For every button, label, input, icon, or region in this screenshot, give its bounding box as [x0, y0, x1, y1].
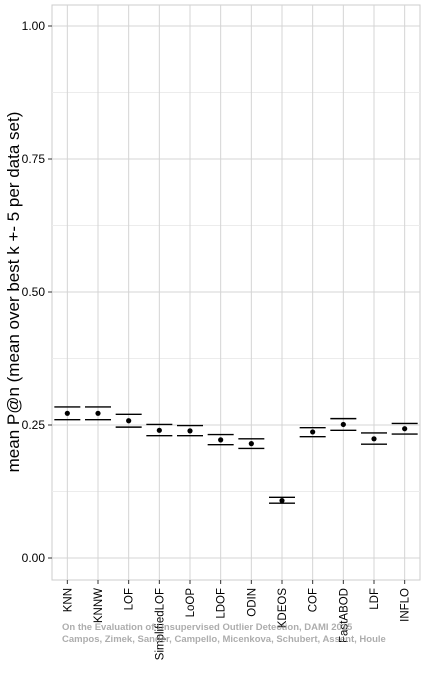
- mean-point: [402, 426, 408, 432]
- mean-point: [248, 441, 254, 447]
- mean-point: [371, 436, 377, 442]
- y-axis: 0.00 0.25 0.50 0.75 1.00: [22, 19, 52, 565]
- x-tick-label: KDEOS: [277, 588, 289, 629]
- x-tick-label: KNN: [62, 588, 74, 612]
- x-tick-label: SimplifiedLOF: [154, 588, 166, 660]
- mean-point: [340, 421, 346, 428]
- y-tick-label: 1.00: [22, 19, 46, 33]
- mean-point: [95, 410, 101, 416]
- watermark-line-1: On the Evaluation of Unsupervised Outlie…: [62, 622, 353, 633]
- x-tick-label: LDF: [369, 588, 381, 610]
- mean-point: [279, 497, 285, 504]
- mean-point: [156, 427, 162, 433]
- x-tick-label: LoOP: [185, 588, 197, 618]
- x-tick-label: COF: [308, 588, 320, 612]
- y-tick-label: 0.75: [22, 152, 46, 166]
- x-tick-label: ODIN: [246, 588, 258, 617]
- watermark-line-2: Campos, Zimek, Sander, Campello, Micenko…: [62, 634, 386, 645]
- y-axis-title: mean P@n (mean over best k +- 5 per data…: [4, 112, 23, 473]
- major-gridlines: [52, 5, 420, 580]
- x-tick-label: KNNW: [93, 588, 105, 623]
- x-tick-label: LOF: [124, 588, 136, 610]
- x-tick-label: FastABOD: [338, 588, 350, 643]
- mean-point: [187, 428, 193, 434]
- error-bars: [54, 406, 418, 504]
- mean-point: [218, 437, 224, 443]
- x-tick-label: LDOF: [216, 588, 228, 619]
- y-tick-label: 0.00: [22, 551, 46, 565]
- x-axis: KNN KNNW LOF SimplifiedLOF LoOP LDOF ODIN KDEOS…: [62, 580, 412, 660]
- x-tick-label: INFLO: [400, 588, 412, 622]
- mean-point: [310, 429, 316, 435]
- y-tick-label: 0.25: [22, 418, 46, 432]
- y-tick-label: 0.50: [22, 285, 46, 299]
- mean-point: [64, 410, 70, 416]
- minor-gridlines: [52, 92, 420, 492]
- mean-point: [126, 418, 132, 424]
